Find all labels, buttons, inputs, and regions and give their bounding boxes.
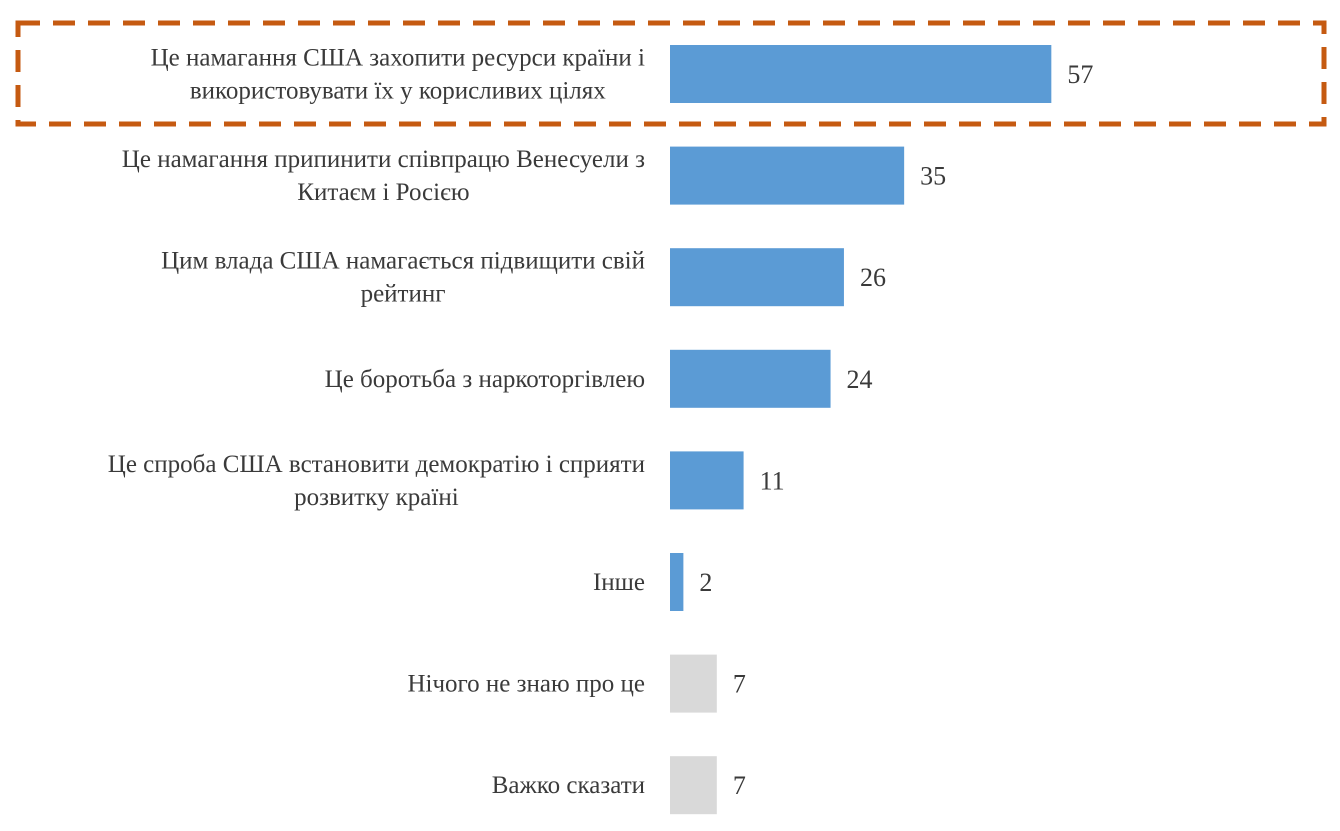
bar	[670, 248, 844, 307]
value-label: 2	[699, 568, 712, 597]
category-label-line: Цим влада США намагається підвищити свій	[161, 248, 645, 275]
value-label: 7	[733, 670, 746, 699]
category-label-line: використовувати їх у корисливих цілях	[190, 78, 606, 105]
category-label-line: рейтинг	[361, 281, 446, 308]
category-label-line: розвитку країні	[294, 484, 459, 511]
value-labels: 57 35 26 24 11 2 7 7	[699, 60, 1093, 800]
bars-layer	[670, 45, 1052, 815]
category-label-line: Це намагання США захопити ресурси країни…	[151, 45, 645, 72]
category-label-line: Це боротьба з наркоторгівлею	[325, 366, 645, 393]
category-label: Інше	[593, 569, 645, 596]
value-label: 35	[920, 162, 946, 191]
category-label-line: Інше	[593, 569, 645, 596]
category-label: Нічого не знаю про це	[407, 671, 645, 698]
category-label-line: Нічого не знаю про це	[407, 671, 645, 698]
category-label: Цим влада США намагається підвищити свій…	[161, 248, 645, 308]
category-label-line: Важко сказати	[492, 772, 645, 799]
value-label: 57	[1067, 60, 1093, 89]
bar	[670, 553, 684, 611]
bar	[670, 146, 905, 205]
value-label: 11	[760, 466, 785, 495]
value-label: 7	[733, 771, 746, 800]
category-label-line: Китаєм і Росією	[297, 179, 469, 206]
bar	[670, 349, 831, 408]
category-labels: Це намагання США захопити ресурси країни…	[108, 45, 645, 800]
bar	[670, 451, 744, 510]
category-label: Це намагання припинити співпрацю Венесуе…	[122, 146, 645, 206]
category-label: Це спроба США встановити демократію і сп…	[108, 451, 645, 511]
category-label-line: Це намагання припинити співпрацю Венесуе…	[122, 146, 645, 173]
value-label: 26	[860, 263, 886, 292]
category-label: Важко сказати	[492, 772, 645, 799]
category-label-line: Це спроба США встановити демократію і сп…	[108, 451, 645, 478]
bar	[670, 45, 1052, 103]
bar	[670, 756, 717, 815]
category-label: Це боротьба з наркоторгівлею	[325, 366, 645, 393]
category-label: Це намагання США захопити ресурси країни…	[151, 45, 645, 105]
bar	[670, 654, 717, 713]
value-label: 24	[847, 365, 873, 394]
